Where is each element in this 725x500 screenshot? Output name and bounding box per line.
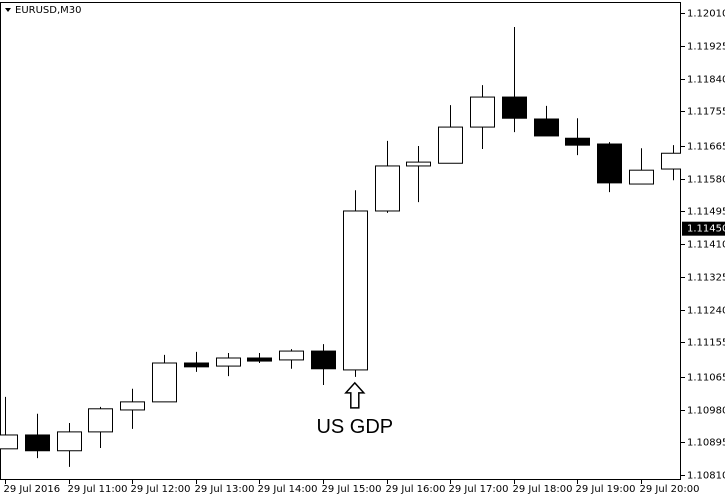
- candle-body: [120, 401, 145, 411]
- candle-body: [629, 169, 654, 185]
- candle-body: [502, 96, 527, 119]
- y-tick-label: 1.11325: [687, 273, 725, 284]
- x-tick-label: 29 Jul 12:00: [131, 484, 191, 495]
- x-tick-label: 29 Jul 13:00: [195, 484, 255, 495]
- candle-body: [311, 350, 336, 370]
- candle-body: [216, 357, 241, 367]
- x-tick-label: 29 Jul 17:00: [449, 484, 509, 495]
- plot-frame: [0, 2, 681, 480]
- y-tick-label: 1.11665: [687, 142, 725, 153]
- current-price-box: [682, 221, 725, 236]
- candle-body: [375, 165, 400, 212]
- candle-body: [279, 350, 304, 361]
- candle-body: [88, 408, 113, 433]
- x-tick-label: 29 Jul 19:00: [576, 484, 636, 495]
- y-tick-label: 1.11155: [687, 338, 725, 349]
- annotation-arrow: [344, 381, 366, 409]
- y-tick-label: 1.11580: [687, 175, 725, 186]
- candle-body: [57, 431, 82, 452]
- candle-body: [534, 118, 559, 137]
- current-price-label: 1.11450: [687, 224, 725, 235]
- candle-body: [565, 137, 590, 146]
- y-tick-label: 1.11840: [687, 75, 725, 86]
- x-tick-label: 29 Jul 18:00: [513, 484, 573, 495]
- y-tick-label: 1.11240: [687, 306, 725, 317]
- candle-body: [152, 362, 177, 403]
- y-tick-label: 1.10980: [687, 406, 725, 417]
- y-tick-label: 1.11495: [687, 207, 725, 218]
- candle-body: [406, 161, 431, 167]
- plot-area: [0, 27, 681, 467]
- candle-body: [247, 357, 272, 362]
- y-tick-label: 1.10895: [687, 438, 725, 449]
- chart-title: EURUSD,M30: [15, 5, 81, 16]
- y-tick-label: 1.12010: [687, 9, 725, 20]
- candle-body: [597, 143, 622, 184]
- y-tick-label: 1.10810: [687, 471, 725, 482]
- x-tick-label: 29 Jul 2016: [4, 484, 61, 495]
- x-tick-label: 29 Jul 15:00: [322, 484, 382, 495]
- x-tick-label: 29 Jul 14:00: [258, 484, 318, 495]
- y-tick-label: 1.11065: [687, 373, 725, 384]
- candle-body: [343, 210, 368, 371]
- candle-body: [0, 434, 18, 450]
- y-tick-label: 1.11925: [687, 42, 725, 53]
- candle-body: [438, 126, 463, 164]
- candle-body: [470, 96, 495, 128]
- candle-body: [184, 362, 209, 368]
- y-tick-label: 1.11755: [687, 107, 725, 118]
- candle-body: [661, 152, 681, 170]
- menu-triangle: [5, 8, 11, 12]
- candle-body: [25, 434, 50, 452]
- x-tick-label: 29 Jul 16:00: [386, 484, 446, 495]
- y-tick-label: 1.11410: [687, 240, 725, 251]
- x-tick-label: 29 Jul 11:00: [68, 484, 128, 495]
- annotation-text: US GDP: [316, 416, 393, 438]
- x-tick-label: 29 Jul 20:00: [640, 484, 700, 495]
